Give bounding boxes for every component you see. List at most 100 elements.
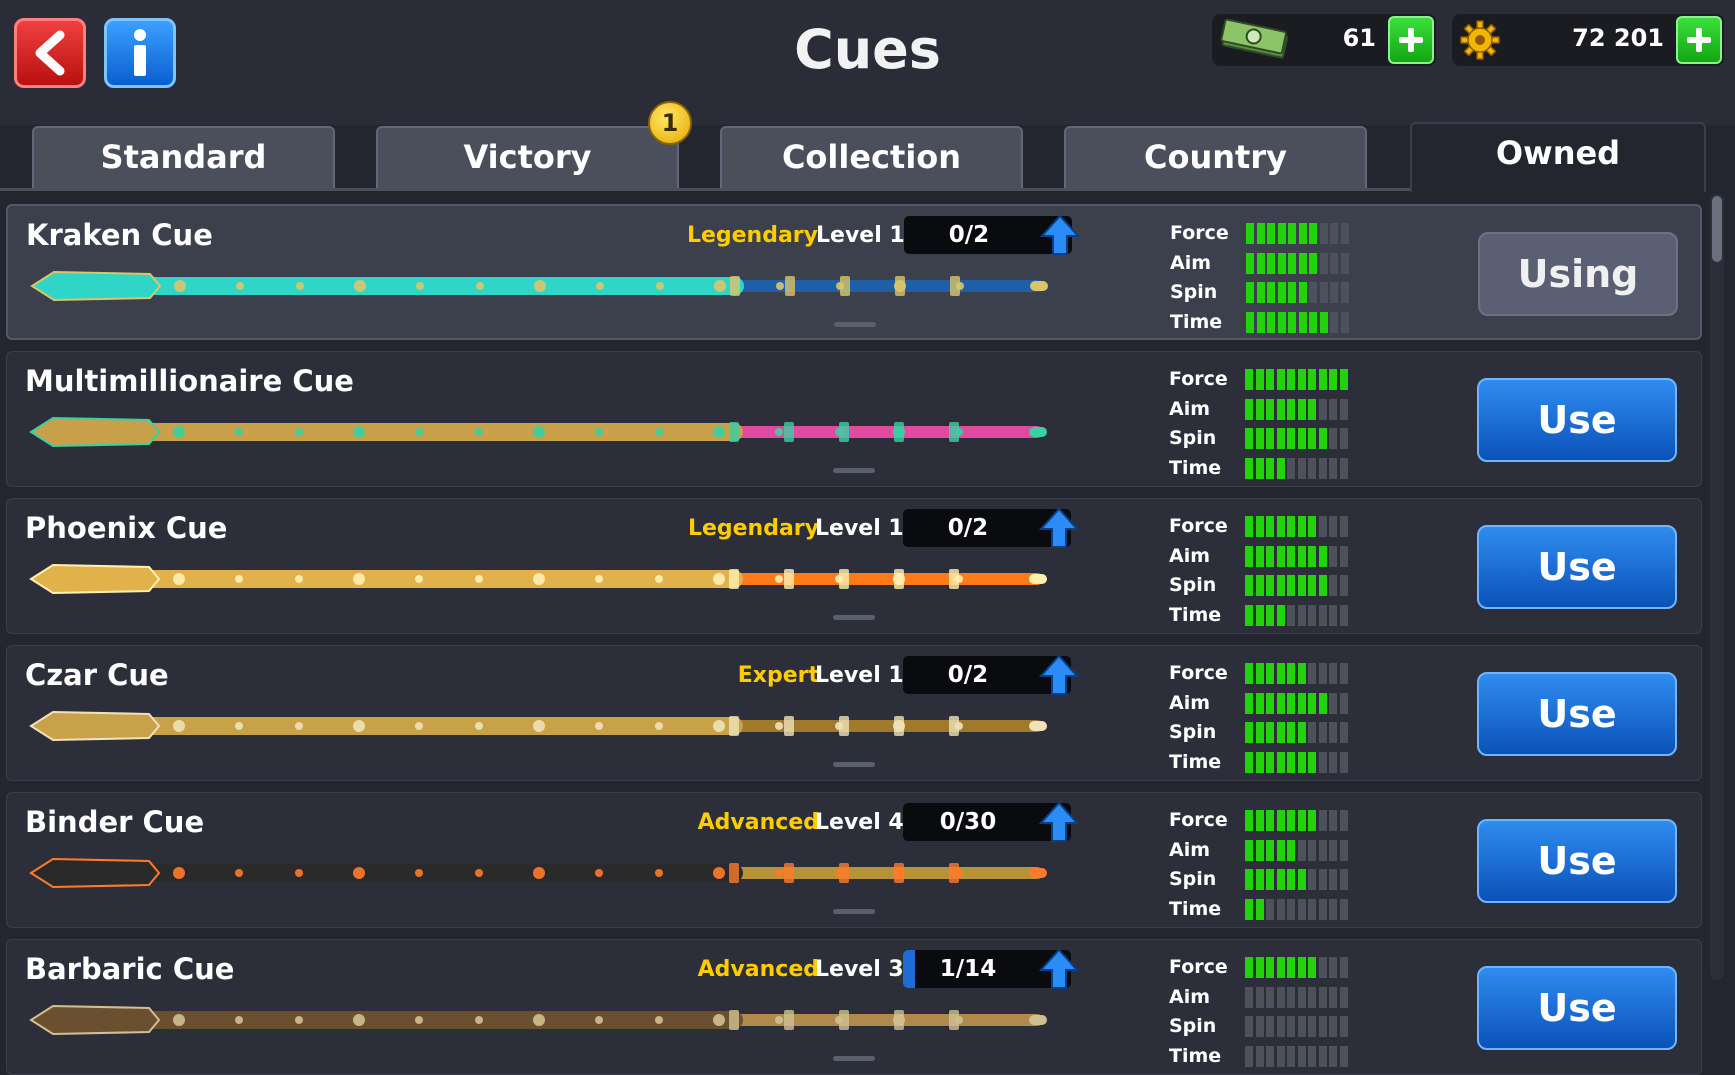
stat-segment	[1266, 869, 1274, 890]
cue-list-scrollbar[interactable]	[1710, 194, 1724, 980]
stat-segment	[1318, 1016, 1327, 1037]
stat-label: Time	[1169, 456, 1222, 479]
stat-segment	[1318, 663, 1327, 684]
cue-level: Level 3	[815, 957, 904, 982]
expand-handle[interactable]	[833, 468, 875, 473]
stat-force-bar	[1245, 957, 1353, 978]
stat-segment	[1308, 839, 1316, 861]
stat-segment	[1266, 1016, 1274, 1037]
stat-spin: Spin	[1169, 866, 1359, 896]
upgrade-arrow-icon[interactable]	[1040, 214, 1080, 256]
stat-segment	[1276, 663, 1285, 684]
use-button[interactable]: Use	[1477, 672, 1677, 756]
use-button[interactable]: Use	[1477, 378, 1677, 462]
stat-segment	[1339, 516, 1348, 537]
cue-row[interactable]: Kraken Cue Legendary Level 1 0/2 Force Aim Spi…	[6, 204, 1702, 340]
stat-segment	[1329, 1045, 1337, 1067]
stat-segment	[1319, 223, 1328, 244]
stat-label: Time	[1169, 750, 1222, 773]
stat-segment	[1245, 839, 1253, 861]
stat-segment	[1255, 369, 1264, 390]
cue-stats: Force Aim Spin Time	[1169, 660, 1359, 778]
stat-label: Time	[1169, 1044, 1222, 1067]
stat-segment	[1308, 516, 1316, 537]
stat-segment	[1266, 516, 1274, 537]
stat-aim-bar	[1246, 252, 1354, 274]
stat-segment	[1267, 282, 1275, 303]
upgrade-arrow-icon[interactable]	[1039, 948, 1079, 990]
cue-row[interactable]: Czar Cue Expert Level 1 0/2 Force Aim Spin Time…	[6, 645, 1702, 781]
upgrade-arrow-icon[interactable]	[1039, 801, 1079, 843]
info-button[interactable]	[104, 18, 176, 88]
stat-segment	[1245, 810, 1253, 831]
stat-force-bar	[1245, 516, 1353, 537]
stat-segment	[1318, 575, 1327, 596]
cue-row[interactable]: Binder Cue Advanced Level 4 0/30 Force Aim Spi…	[6, 792, 1702, 928]
stat-time: Time	[1169, 749, 1359, 779]
stat-force: Force	[1170, 220, 1360, 250]
use-button[interactable]: Use	[1477, 819, 1677, 903]
stat-segment	[1330, 282, 1338, 303]
cash-counter: 61	[1212, 14, 1436, 66]
use-button[interactable]: Use	[1477, 966, 1677, 1050]
cue-image	[29, 1004, 1047, 1036]
upgrade-arrow-icon[interactable]	[1039, 654, 1079, 696]
stat-segment	[1287, 428, 1295, 449]
stat-segment	[1339, 1016, 1348, 1037]
tab-country[interactable]: Country	[1064, 126, 1367, 188]
expand-handle[interactable]	[834, 322, 876, 327]
tab-collection[interactable]: Collection	[720, 126, 1023, 188]
cue-list-scroll-thumb[interactable]	[1712, 196, 1722, 262]
stat-segment	[1339, 839, 1348, 861]
stat-segment	[1318, 722, 1327, 743]
cue-row[interactable]: Multimillionaire Cue Force Aim Spin Time Use	[6, 351, 1702, 487]
stat-segment	[1287, 722, 1295, 743]
expand-handle[interactable]	[833, 909, 875, 914]
stat-segment	[1276, 575, 1285, 596]
stat-time: Time	[1170, 309, 1360, 339]
stat-segment	[1266, 369, 1274, 390]
using-button[interactable]: Using	[1478, 232, 1678, 316]
add-cash-button[interactable]	[1388, 16, 1434, 64]
stat-force-bar	[1245, 663, 1353, 684]
stat-segment	[1276, 839, 1285, 861]
stat-segment	[1245, 604, 1253, 626]
add-coins-button[interactable]	[1676, 16, 1722, 64]
stat-aim-bar	[1245, 545, 1353, 567]
use-button[interactable]: Use	[1477, 525, 1677, 609]
stat-segment	[1287, 810, 1295, 831]
stat-label: Spin	[1170, 281, 1218, 303]
stat-segment	[1329, 692, 1337, 714]
stat-segment	[1297, 810, 1306, 831]
stat-force: Force	[1169, 660, 1359, 690]
stat-spin-bar	[1245, 428, 1353, 449]
stat-segment	[1297, 663, 1306, 684]
expand-handle[interactable]	[833, 615, 875, 620]
stat-segment	[1255, 957, 1264, 978]
stat-segment	[1267, 311, 1275, 333]
stat-segment	[1276, 1045, 1285, 1067]
tab-victory[interactable]: Victory	[376, 126, 679, 188]
tab-owned[interactable]: Owned	[1410, 122, 1706, 192]
cue-row[interactable]: Barbaric Cue Advanced Level 3 1/14 Force Aim S…	[6, 939, 1702, 1075]
stat-segment	[1255, 663, 1264, 684]
stat-segment	[1339, 575, 1348, 596]
stat-segment	[1318, 516, 1327, 537]
back-button[interactable]	[14, 18, 86, 88]
stat-segment	[1287, 869, 1295, 890]
stat-segment	[1329, 898, 1337, 920]
stat-aim: Aim	[1170, 250, 1360, 280]
tab-standard[interactable]: Standard	[32, 126, 335, 188]
stat-segment	[1287, 839, 1295, 861]
upgrade-arrow-icon[interactable]	[1039, 507, 1079, 549]
stat-label: Force	[1169, 515, 1228, 537]
expand-handle[interactable]	[833, 1056, 875, 1061]
stat-segment	[1339, 869, 1348, 890]
cue-row[interactable]: Phoenix Cue Legendary Level 1 0/2 Force Aim Sp…	[6, 498, 1702, 634]
expand-handle[interactable]	[833, 762, 875, 767]
stat-time-bar	[1245, 604, 1353, 626]
stat-segment	[1255, 869, 1264, 890]
stat-segment	[1308, 663, 1316, 684]
stat-label: Spin	[1169, 721, 1217, 743]
stat-label: Aim	[1169, 691, 1211, 714]
